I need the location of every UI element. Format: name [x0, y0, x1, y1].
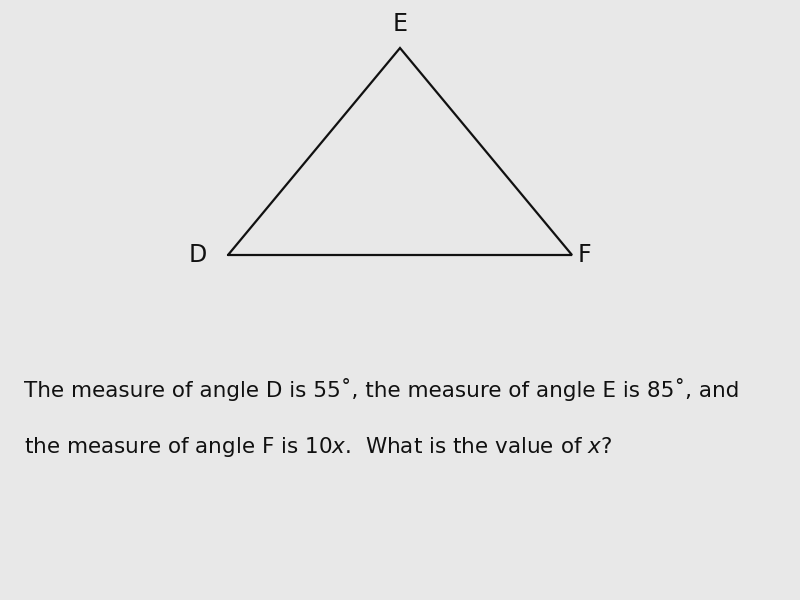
Text: E: E [393, 12, 407, 36]
Text: the measure of angle F is 10$x$.  What is the value of $x$?: the measure of angle F is 10$x$. What is… [24, 435, 612, 459]
Text: The measure of angle D is 55˚, the measure of angle E is 85˚, and: The measure of angle D is 55˚, the measu… [24, 378, 739, 401]
Text: F: F [578, 243, 591, 267]
Text: D: D [188, 243, 206, 267]
